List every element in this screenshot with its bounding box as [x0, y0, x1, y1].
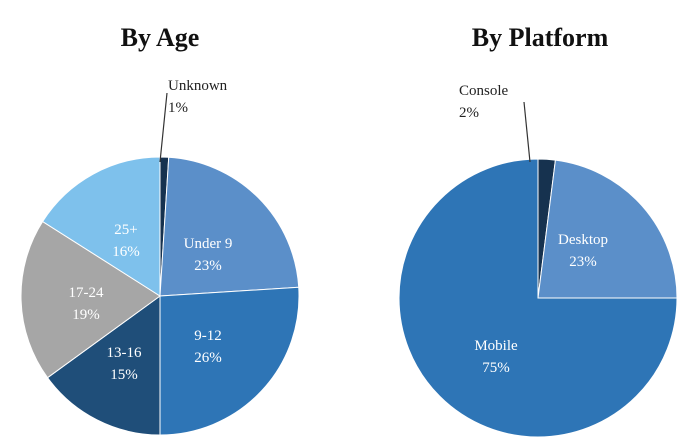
slice-value-13-16: 15% — [110, 367, 138, 383]
slice-label-console: Console — [459, 83, 509, 99]
leader-line-unknown — [159, 92, 168, 163]
pie-slice-mobile — [398, 158, 678, 438]
platform-chart-title: By Platform — [472, 23, 609, 52]
pie-slice-17-24 — [20, 220, 161, 379]
slice-value-unknown: 1% — [168, 100, 188, 116]
age-pie-chart: By Age Unknown 1% Under 9 23% 9-12 26% 13-16 15… — [20, 23, 300, 436]
slice-label-desktop: Desktop — [558, 232, 608, 248]
slice-label-under-9: Under 9 — [184, 236, 233, 252]
platform-pie-slices: Console 2% Desktop 23% Mobile 75% — [398, 83, 678, 438]
slice-label-17-24: 17-24 — [69, 285, 104, 301]
slice-value-25: 16% — [112, 244, 140, 260]
pie-slice-13-16 — [46, 295, 161, 436]
slice-label-unknown: Unknown — [168, 78, 228, 94]
slice-label-25: 25+ — [114, 222, 137, 238]
slice-label-mobile: Mobile — [474, 338, 518, 354]
slice-label-13-16: 13-16 — [107, 345, 142, 361]
slice-value-9-12: 26% — [194, 350, 222, 366]
pie-slice-9-12 — [159, 286, 300, 436]
platform-pie-chart: By Platform Console 2% Desktop 23% Mobile 75% — [398, 23, 678, 438]
leader-line-console — [523, 101, 531, 163]
slice-value-console: 2% — [459, 105, 479, 121]
slice-value-under-9: 23% — [194, 258, 222, 274]
slice-value-desktop: 23% — [569, 254, 597, 270]
slice-value-17-24: 19% — [72, 307, 100, 323]
pie-slice-under-9 — [159, 156, 300, 297]
pie-slice-25 — [41, 156, 161, 297]
slice-label-9-12: 9-12 — [194, 328, 222, 344]
slice-value-mobile: 75% — [482, 360, 510, 376]
pie-slice-desktop — [537, 159, 678, 299]
age-pie-slices: Unknown 1% Under 9 23% 9-12 26% 13-16 15% 17-24 1… — [20, 78, 300, 436]
age-chart-title: By Age — [121, 23, 200, 52]
